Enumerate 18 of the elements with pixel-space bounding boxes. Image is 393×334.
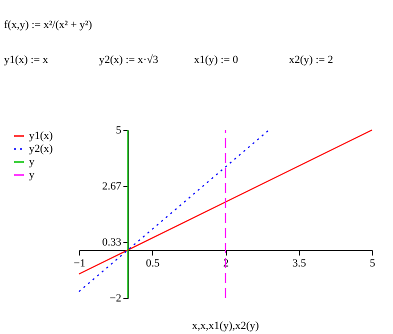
- y-tick-label: −2: [110, 292, 122, 304]
- x-tick-label: −1: [74, 258, 86, 270]
- text: f(x,y) := x²/(x² + y²): [4, 19, 92, 31]
- x-tick-label: 5: [370, 258, 376, 270]
- text: y1(x) := x: [4, 54, 49, 66]
- x-tick-label: 3.5: [292, 258, 307, 270]
- text: x1(y) := 0: [194, 54, 239, 66]
- text: y2(x) := x·√3: [99, 54, 159, 66]
- legend-label: y: [29, 156, 35, 168]
- legend-label: y1(x): [29, 130, 54, 142]
- y-tick-label: 2.67: [102, 180, 122, 192]
- x-axis-title: x,x,x1(y),x2(y): [192, 320, 260, 332]
- y-tick-label: 5: [116, 124, 122, 136]
- y-tick-label: 0.33: [102, 236, 122, 249]
- legend-label: y: [29, 169, 35, 181]
- x-tick-label: 0.5: [146, 258, 160, 270]
- legend-label: y2(x): [29, 143, 54, 155]
- text: x2(y) := 2: [289, 54, 334, 66]
